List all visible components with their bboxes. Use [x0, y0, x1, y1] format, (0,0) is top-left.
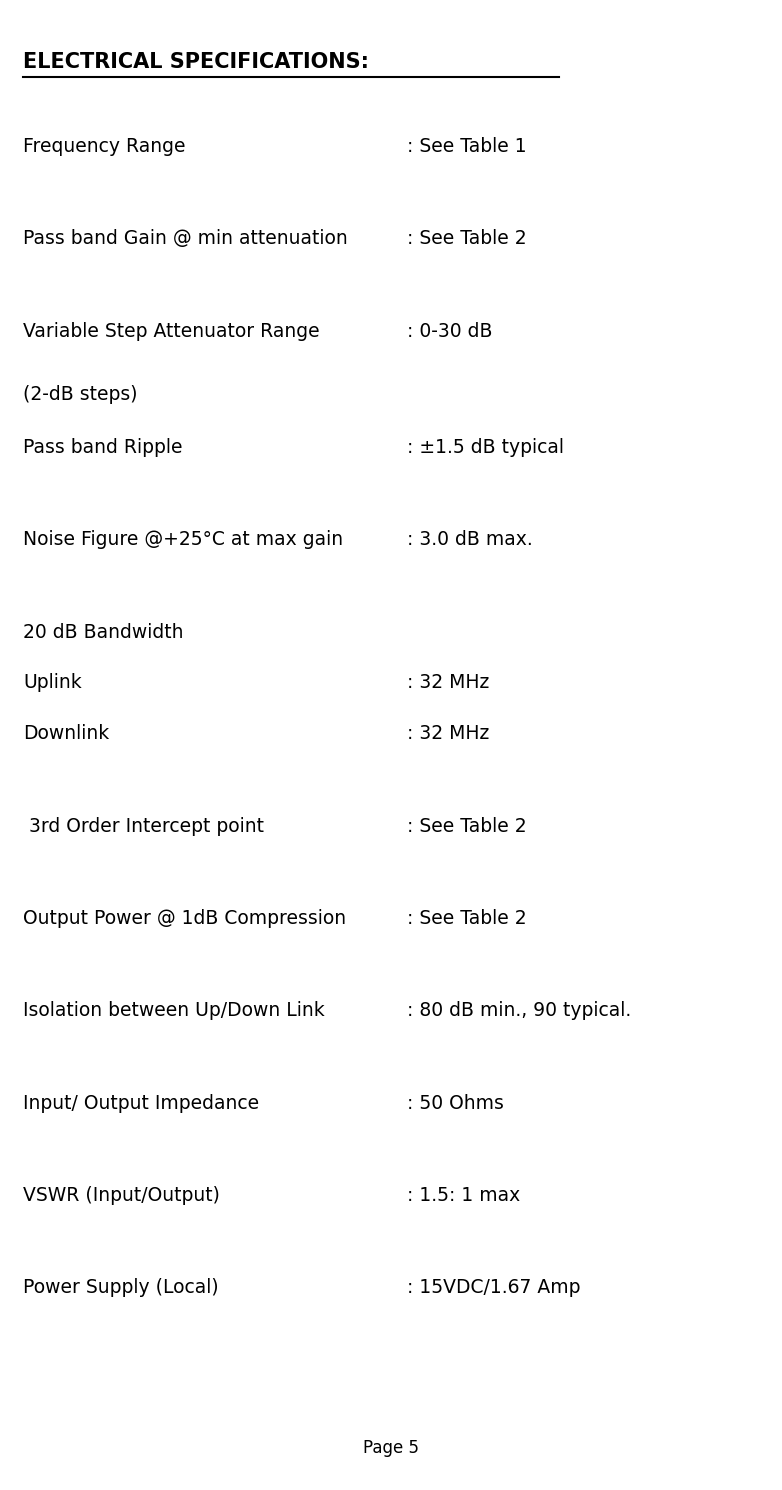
- Text: Page 5: Page 5: [363, 1439, 419, 1457]
- Text: : See Table 2: : See Table 2: [407, 229, 526, 249]
- Text: : 0-30 dB: : 0-30 dB: [407, 322, 492, 341]
- Text: : See Table 2: : See Table 2: [407, 817, 526, 836]
- Text: : 80 dB min., 90 typical.: : 80 dB min., 90 typical.: [407, 1001, 631, 1021]
- Text: Output Power @ 1dB Compression: Output Power @ 1dB Compression: [23, 909, 346, 928]
- Text: : 15VDC/1.67 Amp: : 15VDC/1.67 Amp: [407, 1278, 580, 1298]
- Text: Noise Figure @+25°C at max gain: Noise Figure @+25°C at max gain: [23, 530, 343, 550]
- Text: Power Supply (Local): Power Supply (Local): [23, 1278, 219, 1298]
- Text: : 50 Ohms: : 50 Ohms: [407, 1094, 504, 1113]
- Text: : See Table 1: : See Table 1: [407, 137, 526, 156]
- Text: (2-dB steps): (2-dB steps): [23, 384, 138, 404]
- Text: Pass band Ripple: Pass band Ripple: [23, 438, 183, 457]
- Text: : ±1.5 dB typical: : ±1.5 dB typical: [407, 438, 564, 457]
- Text: Pass band Gain @ min attenuation: Pass band Gain @ min attenuation: [23, 229, 348, 249]
- Text: : 1.5: 1 max: : 1.5: 1 max: [407, 1186, 520, 1205]
- Text: VSWR (Input/Output): VSWR (Input/Output): [23, 1186, 221, 1205]
- Text: : 3.0 dB max.: : 3.0 dB max.: [407, 530, 533, 550]
- Text: ELECTRICAL SPECIFICATIONS:: ELECTRICAL SPECIFICATIONS:: [23, 52, 369, 72]
- Text: : See Table 2: : See Table 2: [407, 909, 526, 928]
- Text: 20 dB Bandwidth: 20 dB Bandwidth: [23, 623, 184, 642]
- Text: Isolation between Up/Down Link: Isolation between Up/Down Link: [23, 1001, 325, 1021]
- Text: : 32 MHz: : 32 MHz: [407, 673, 489, 693]
- Text: Frequency Range: Frequency Range: [23, 137, 186, 156]
- Text: Variable Step Attenuator Range: Variable Step Attenuator Range: [23, 322, 320, 341]
- Text: Downlink: Downlink: [23, 724, 109, 744]
- Text: Input/ Output Impedance: Input/ Output Impedance: [23, 1094, 260, 1113]
- Text: 3rd Order Intercept point: 3rd Order Intercept point: [23, 817, 264, 836]
- Text: Uplink: Uplink: [23, 673, 82, 693]
- Text: : 32 MHz: : 32 MHz: [407, 724, 489, 744]
